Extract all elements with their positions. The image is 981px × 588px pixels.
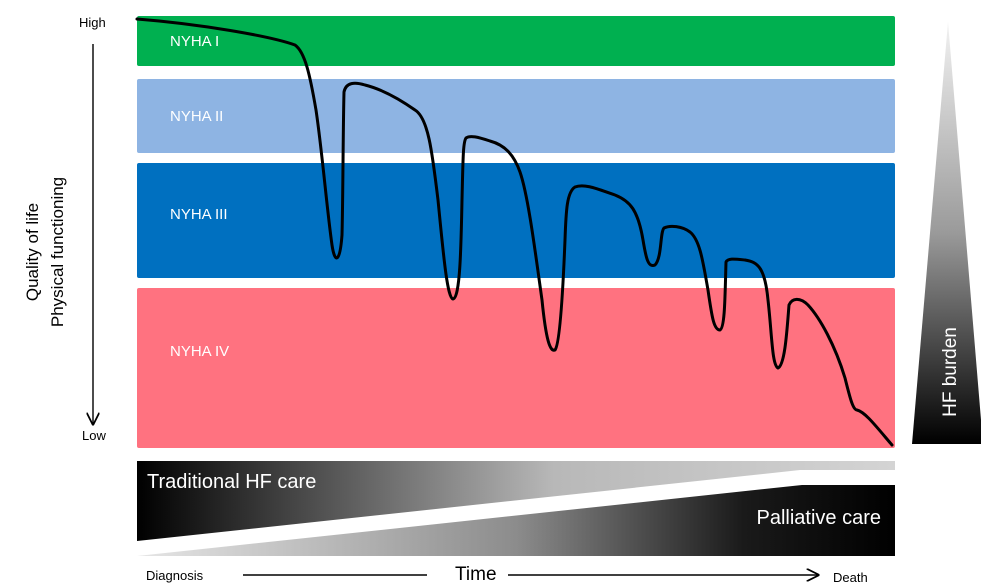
nyha-1-label: NYHA I xyxy=(170,33,219,50)
nyha-2-label: NYHA II xyxy=(170,108,223,125)
nyha-4-label: NYHA IV xyxy=(170,343,229,360)
care-wedges: Traditional HF care Palliative care xyxy=(137,461,895,556)
x-axis-end-label: Death xyxy=(833,570,868,585)
x-axis-start-label: Diagnosis xyxy=(146,568,204,583)
nyha-2-band xyxy=(137,79,895,153)
palliative-care-wedge xyxy=(137,485,895,556)
traditional-care-wedge xyxy=(137,461,895,541)
disease-trajectory-curve xyxy=(135,17,894,447)
hf-burden-triangle xyxy=(912,22,981,444)
x-axis-title: Time xyxy=(455,564,497,585)
palliative-care-label: Palliative care xyxy=(756,507,881,529)
y-axis-title-line2: Physical functioning xyxy=(48,177,67,327)
hf-burden-indicator: HF burden xyxy=(912,22,981,444)
y-axis: High Low Quality of life Physical functi… xyxy=(23,15,106,443)
nyha-3-label: NYHA III xyxy=(170,206,228,223)
y-axis-high-label: High xyxy=(79,15,106,30)
nyha-4-band xyxy=(137,288,895,448)
x-axis: Diagnosis Time Death xyxy=(146,564,868,585)
y-axis-low-label: Low xyxy=(82,428,106,443)
nyha-bands: NYHA I NYHA II NYHA III NYHA IV xyxy=(137,16,895,448)
traditional-care-label: Traditional HF care xyxy=(147,471,316,493)
nyha-3-band xyxy=(137,163,895,278)
y-axis-title-line1: Quality of life xyxy=(23,203,42,301)
nyha-1-band xyxy=(137,16,895,66)
hf-burden-label: HF burden xyxy=(940,327,961,417)
